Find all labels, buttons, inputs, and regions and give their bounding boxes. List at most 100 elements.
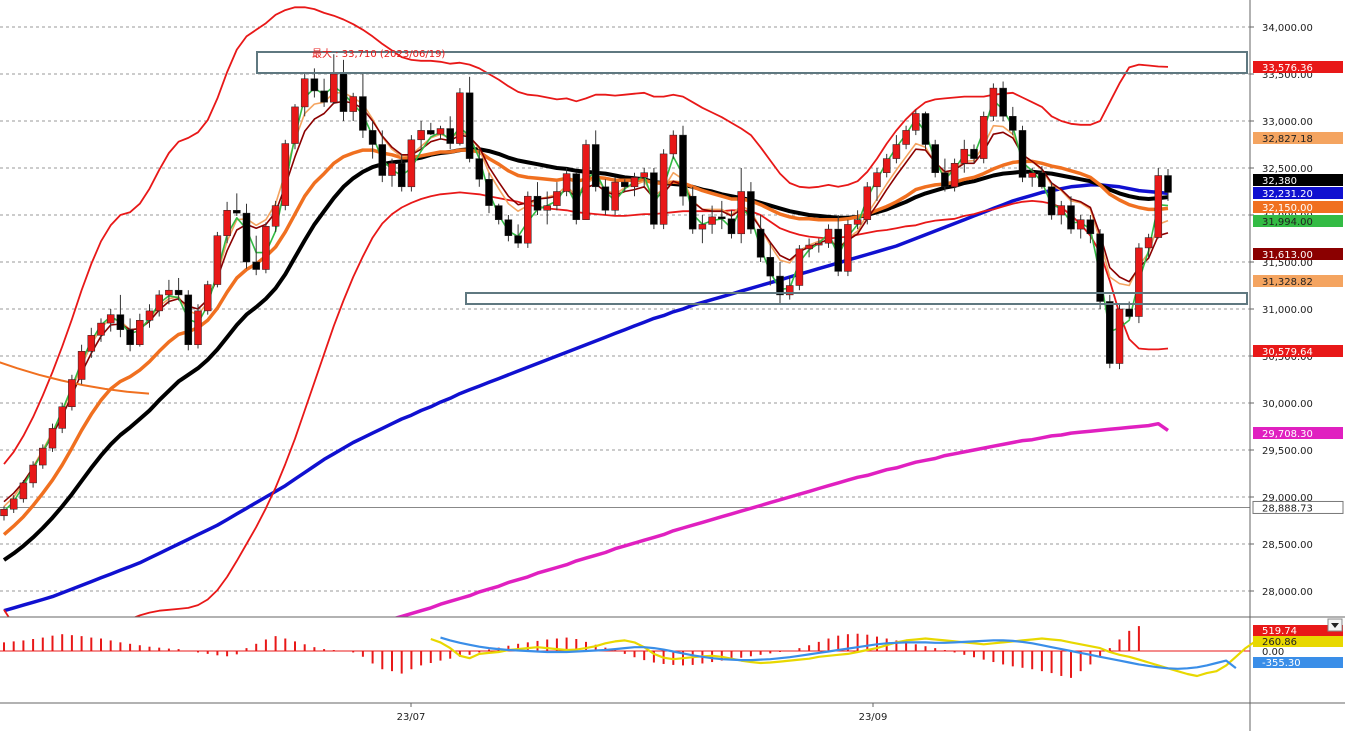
- candle-body: [155, 294, 163, 312]
- candle: [1115, 304, 1124, 370]
- candle: [368, 121, 377, 159]
- candle: [116, 294, 125, 338]
- price-tag-bg: [1253, 174, 1343, 186]
- candle-body: [106, 314, 115, 324]
- candle-body: [1106, 301, 1114, 364]
- price-tag-bg: [1253, 132, 1343, 144]
- candle-body: [727, 218, 736, 235]
- candle-body: [1018, 130, 1027, 178]
- candle: [262, 222, 270, 274]
- candle: [145, 304, 154, 328]
- candle-body: [19, 482, 28, 500]
- price-tag-bg: [1253, 345, 1343, 357]
- price-tag-bg: [1253, 248, 1343, 260]
- candle: [591, 130, 600, 192]
- candle: [931, 139, 939, 178]
- candle: [553, 182, 561, 211]
- candle-body: [465, 92, 474, 159]
- candle: [485, 172, 493, 214]
- candle: [921, 111, 930, 150]
- candle-body: [203, 284, 212, 312]
- candle: [465, 76, 474, 163]
- panel-scroll-button[interactable]: [1327, 618, 1343, 632]
- candle: [320, 78, 328, 107]
- candle: [708, 205, 716, 234]
- candle: [174, 277, 183, 301]
- candle: [252, 235, 260, 276]
- price-tag-bg: [1253, 61, 1343, 73]
- candle-body: [213, 235, 222, 285]
- candle-body: [1057, 205, 1066, 216]
- osc-tag: 0.00: [1262, 647, 1284, 658]
- candle: [795, 245, 804, 291]
- candle: [941, 158, 949, 192]
- candle: [194, 304, 202, 349]
- candle-body: [407, 139, 416, 188]
- candle: [126, 318, 134, 352]
- candle-body: [233, 210, 241, 214]
- y-tick-label: 29,500.00: [1262, 446, 1313, 457]
- candle-body: [9, 498, 18, 510]
- candle-body: [873, 172, 881, 188]
- osc-tag-bg: [1253, 625, 1343, 636]
- candle-body: [815, 242, 823, 246]
- candlesticks: [0, 54, 1172, 521]
- candle-body: [756, 228, 765, 258]
- candle: [601, 179, 610, 215]
- candle: [989, 83, 998, 121]
- candle-body: [0, 508, 8, 517]
- candle-body: [397, 163, 406, 188]
- candle-body: [271, 205, 280, 227]
- candle-body: [601, 186, 610, 211]
- candle: [650, 168, 658, 230]
- candle-body: [378, 144, 387, 176]
- candle: [562, 168, 571, 197]
- candle: [475, 149, 484, 187]
- candle: [1135, 243, 1143, 324]
- candle: [766, 243, 775, 286]
- osc-tag: -355.30: [1262, 658, 1301, 669]
- candle: [659, 149, 668, 230]
- candle: [999, 81, 1007, 121]
- price-tag-bg: [1253, 275, 1343, 287]
- candle-body: [941, 172, 949, 188]
- price-tag: 32,150.00: [1262, 203, 1313, 214]
- candle: [533, 182, 542, 215]
- candle-body: [679, 134, 687, 197]
- candle-body: [456, 92, 464, 144]
- candle: [543, 191, 551, 225]
- osc-tag-bg: [1253, 636, 1343, 647]
- resistance-box: [256, 51, 1248, 74]
- candle-body: [475, 158, 484, 180]
- candle: [281, 139, 290, 211]
- candle: [1057, 200, 1066, 225]
- price-tag: 32,827.18: [1262, 134, 1313, 145]
- candle-body: [368, 130, 377, 145]
- candle-body: [485, 179, 493, 206]
- price-tag: 30,579.64: [1262, 347, 1313, 358]
- candle-body: [48, 428, 57, 449]
- candle: [834, 215, 842, 277]
- y-tick-label: 31,500.00: [1262, 258, 1313, 269]
- candle-body: [1076, 219, 1085, 230]
- osc-tag: 519.74: [1262, 626, 1297, 637]
- max-annotation: 最大 : 33,710 (2023/06/19): [312, 47, 445, 60]
- chevron-down-icon: [1331, 623, 1339, 628]
- candle: [39, 444, 47, 469]
- candle: [621, 179, 629, 192]
- candle-body: [184, 294, 193, 345]
- candle: [68, 374, 76, 411]
- candle: [203, 280, 212, 315]
- candle-body: [650, 172, 658, 225]
- candle: [184, 290, 193, 351]
- candle-body: [979, 116, 988, 159]
- candle-body: [921, 113, 930, 145]
- candle: [165, 279, 173, 305]
- candle-body: [795, 248, 804, 286]
- candle-body: [931, 144, 939, 173]
- candle-body: [29, 464, 37, 484]
- candle-body: [999, 87, 1007, 117]
- candle-body: [960, 148, 969, 164]
- x-tick-label: 23/09: [859, 712, 888, 723]
- candle-body: [97, 322, 105, 336]
